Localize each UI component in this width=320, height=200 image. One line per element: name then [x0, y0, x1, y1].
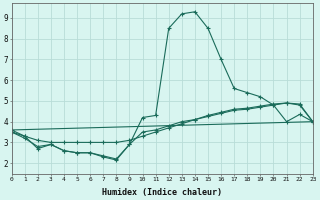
- X-axis label: Humidex (Indice chaleur): Humidex (Indice chaleur): [102, 188, 222, 197]
